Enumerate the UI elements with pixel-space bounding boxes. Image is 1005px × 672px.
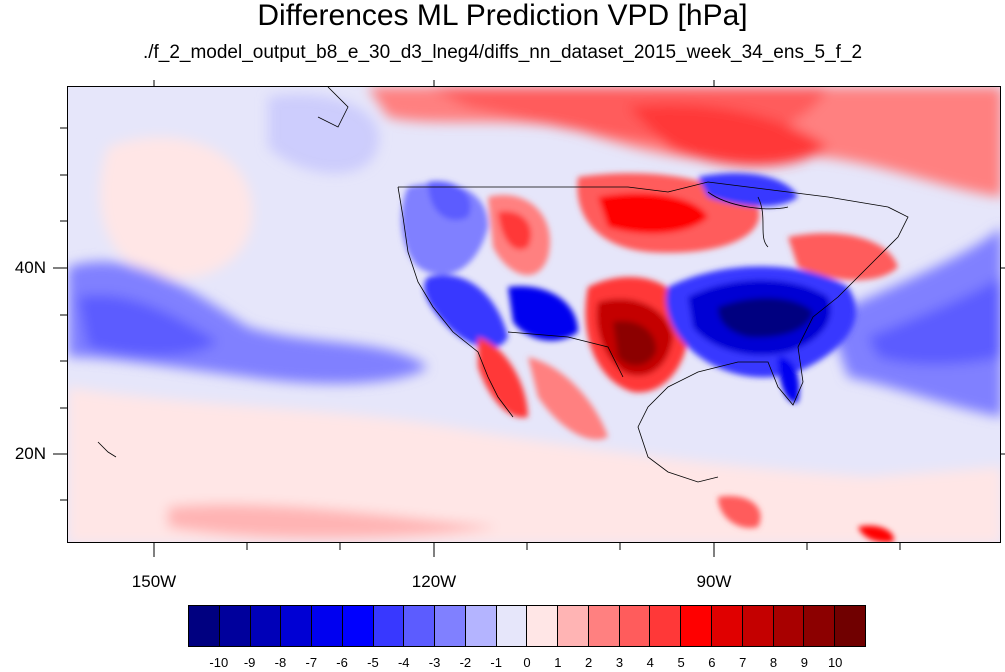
colorbar-label: 10: [827, 655, 843, 670]
colorbar-box: [527, 606, 559, 646]
colorbar-label: 0: [523, 655, 531, 670]
colorbar-box: [189, 606, 220, 646]
colorbar-label: 9: [800, 655, 808, 670]
colorbar-label: -8: [274, 655, 287, 670]
colorbar-label: 1: [554, 655, 562, 670]
colorbar-box: [435, 606, 466, 646]
colorbar-box: [312, 606, 343, 646]
left-ticks: [53, 127, 67, 501]
lon-label-120w: 120W: [411, 572, 457, 591]
colorbar-label: 6: [708, 655, 716, 670]
colorbar-label: -5: [367, 655, 379, 670]
coastline-layer: [97, 87, 909, 483]
lat-label-40n: 40N: [14, 258, 46, 277]
colorbar-box: [588, 606, 620, 646]
map-subtitle: ./f_2_model_output_b8_e_30_d3_lneg4/diff…: [142, 42, 863, 63]
colorbar-box: [281, 606, 313, 646]
colorbar-box: [650, 606, 682, 646]
colorbar: [188, 605, 866, 647]
colorbar-label: -4: [397, 655, 410, 670]
colorbar-box: [835, 606, 865, 646]
colorbar-box: [681, 606, 713, 646]
lon-label-150w: 150W: [131, 572, 177, 591]
colorbar-label: 3: [615, 655, 624, 670]
colorbar-label: -10: [209, 655, 229, 670]
smooth-field-layer: [68, 87, 1000, 542]
lon-label-90w: 90W: [696, 572, 732, 591]
right-ticks: [1001, 267, 1005, 455]
colorbar-label: -7: [305, 655, 318, 670]
colorbar-label: 2: [585, 655, 593, 670]
colorbar-box: [342, 606, 374, 646]
lat-label-20n: 20N: [14, 444, 46, 463]
colorbar-box: [712, 606, 743, 646]
colorbar-label: 7: [739, 655, 747, 670]
colorbar-label: -1: [490, 655, 502, 670]
map-plot-area: [67, 86, 1001, 543]
colorbar-label: -3: [428, 655, 441, 670]
difference-field: [68, 87, 1000, 542]
colorbar-box: [373, 606, 405, 646]
colorbar-box: [742, 606, 774, 646]
colorbar-box: [250, 606, 282, 646]
colorbar-box: [496, 606, 528, 646]
colorbar-label: -6: [336, 655, 348, 670]
colorbar-box: [558, 606, 589, 646]
conus-field-layer: [401, 173, 898, 542]
colorbar-box: [619, 606, 651, 646]
colorbar-box: [219, 606, 251, 646]
colorbar-label: -9: [243, 655, 256, 670]
colorbar-box: [404, 606, 436, 646]
colorbar-box: [465, 606, 497, 646]
colorbar-label: 5: [677, 655, 685, 670]
colorbar-box: [773, 606, 805, 646]
colorbar-label: -2: [459, 655, 472, 670]
bottom-ticks: [153, 543, 901, 557]
map-title: Differences ML Prediction VPD [hPa]: [257, 0, 748, 32]
colorbar-box: [804, 606, 836, 646]
colorbar-label: 8: [769, 655, 778, 670]
colorbar-label: 4: [646, 655, 654, 670]
